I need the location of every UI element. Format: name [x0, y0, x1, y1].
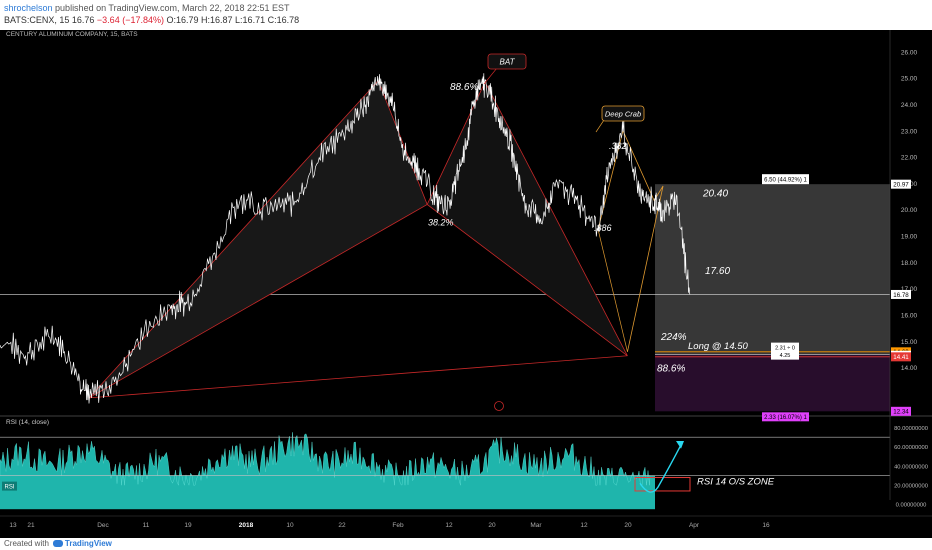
price-tick-label: 23.00	[901, 128, 918, 135]
event-marker-icon	[494, 401, 504, 411]
time-tick-label: 19	[184, 522, 192, 529]
rsi-axis-tick: 20.00000000	[894, 484, 928, 490]
price-tick-label: 19.00	[901, 234, 918, 241]
time-tick-label: 10	[286, 522, 294, 529]
price-tag-12-34	[891, 406, 911, 416]
time-tick-label: 12	[445, 522, 453, 529]
bat-886-xd-label: 88.6%	[657, 364, 685, 375]
time-tick-label: 20	[488, 522, 496, 529]
price-tick-label: 18.00	[901, 260, 918, 267]
bat-bcd-triangle	[426, 81, 628, 357]
footer-bar: Created with TradingView	[0, 538, 932, 550]
long-entry-label: Long @ 14.50	[688, 341, 749, 352]
price-change: −3.64 (−17.84%)	[96, 15, 164, 25]
author-link[interactable]: shrochelson	[4, 3, 53, 13]
publish-header: shrochelson published on TradingView.com…	[0, 0, 932, 30]
chart-canvas[interactable]: RSI (14, close) RSI RSI 14 O/S ZONE 80.0000…	[0, 30, 932, 538]
stop-stats-text: 2.33 (16.07%) 1	[764, 415, 807, 421]
price-tick-label: 25.00	[901, 76, 918, 83]
zone-label-1760: 17.60	[705, 266, 730, 277]
time-tick-label: Mar	[530, 522, 542, 529]
published-text: published on TradingView.com, March 22, …	[55, 3, 290, 13]
price-tag-text: 12.34	[893, 409, 909, 416]
deep-crab-xd-leg	[597, 229, 628, 352]
rsi-tag-text: RSI	[4, 484, 14, 490]
publish-line: shrochelson published on TradingView.com…	[4, 3, 290, 13]
price-tick-label: 24.00	[901, 102, 918, 109]
crab-callout-line	[595, 119, 605, 133]
rsi-axis-tick: 40.00000000	[894, 464, 928, 470]
bat-b-ratio-label: 88.6%	[450, 82, 478, 93]
deep-crab-legs	[597, 129, 664, 352]
time-tick-label: 21	[27, 522, 35, 529]
bat-callout-line	[483, 67, 498, 85]
time-tick-label: 12	[580, 522, 588, 529]
price-tick-label: 16.00	[901, 312, 918, 319]
chart-title: CENTURY ALUMINUM COMPANY, 15, BATS	[6, 31, 138, 38]
price-tick-label: 20.00	[901, 207, 918, 214]
rsi-axis-tick: 0.00000000	[896, 503, 927, 509]
tradingview-brand-link[interactable]: TradingView	[64, 539, 112, 548]
price-tag-16-78	[891, 289, 911, 299]
crab-callout-text: Deep Crab	[605, 110, 641, 119]
bat-xb-ratio-label: 38.2%	[428, 218, 454, 228]
crab-382-label: .382	[609, 141, 627, 151]
bat-callout-box	[487, 53, 527, 70]
rsi-indicator-label: RSI (14, close)	[6, 419, 49, 426]
stop-zone	[655, 354, 890, 412]
rsi-axis-tick: 80.00000000	[894, 426, 928, 432]
price-tag-text: 20.97	[893, 181, 909, 188]
tradingview-logo-icon	[52, 540, 63, 547]
bat-xd-leg	[88, 355, 628, 399]
ratio-text-line2: 4.25	[780, 353, 791, 359]
rsi-arrow-head-icon	[676, 441, 684, 449]
created-with-text: Created with	[4, 539, 49, 548]
price-tag-text: 16.78	[893, 292, 909, 299]
ratio-text-line1: 2.31 ÷ 0	[775, 346, 795, 352]
price-tick-label: 22.00	[901, 155, 918, 162]
price-tick-label: 17.00	[901, 286, 918, 293]
time-tick-label: 16	[762, 522, 770, 529]
rsi-os-zone-label: RSI 14 O/S ZONE	[697, 477, 775, 488]
bat-xab-triangle	[88, 80, 428, 399]
time-tick-label: Dec	[97, 522, 109, 529]
crab-224-label: 224%	[660, 332, 687, 343]
time-tick-label: 2018	[239, 522, 254, 529]
price-tag-text: 14.41	[893, 354, 909, 361]
bat-callout-text: BAT	[500, 58, 516, 67]
price-tick-label: 15.00	[901, 339, 918, 346]
rsi-oversold-band	[0, 475, 655, 510]
stop-stats-box	[762, 412, 809, 422]
price-tick-label: 14.00	[901, 365, 918, 372]
time-tick-label: 13	[9, 522, 17, 529]
rsi-os-zone-box	[634, 477, 691, 492]
rsi-rebound-arrow	[639, 442, 683, 493]
time-tick-label: Apr	[689, 522, 700, 529]
time-tick-label: 20	[624, 522, 632, 529]
ohlc-values: O:16.79 H:16.87 L:16.71 C:16.78	[166, 15, 300, 25]
target-stats-text: 6.50 (44.92%) 1	[764, 178, 807, 184]
crab-callout-box	[601, 105, 645, 122]
target-stats-box	[762, 174, 809, 185]
price-tick-label: 26.00	[901, 49, 918, 56]
rsi-tag-box	[2, 481, 17, 491]
rsi-axis-tick: 60.00000000	[894, 445, 928, 451]
time-tick-label: Feb	[392, 522, 404, 529]
ratio-box	[771, 342, 799, 360]
symbol-line: BATS:CENX, 15 16.76 −3.64 (−17.84%) O:16…	[4, 15, 299, 25]
crab-886-label: .886	[594, 223, 612, 233]
time-tick-label: 22	[338, 522, 346, 529]
time-tick-label: 11	[143, 522, 150, 529]
zone-label-2040: 20.40	[702, 189, 728, 200]
price-series-line	[0, 73, 691, 404]
last-price: 16.76	[71, 15, 95, 25]
price-tag-20-97	[891, 179, 911, 189]
rsi-line-area	[0, 432, 651, 486]
target-zone	[655, 184, 890, 355]
price-tag-14-41	[891, 352, 911, 362]
ticker-label: BATS:CENX, 15	[4, 15, 70, 25]
